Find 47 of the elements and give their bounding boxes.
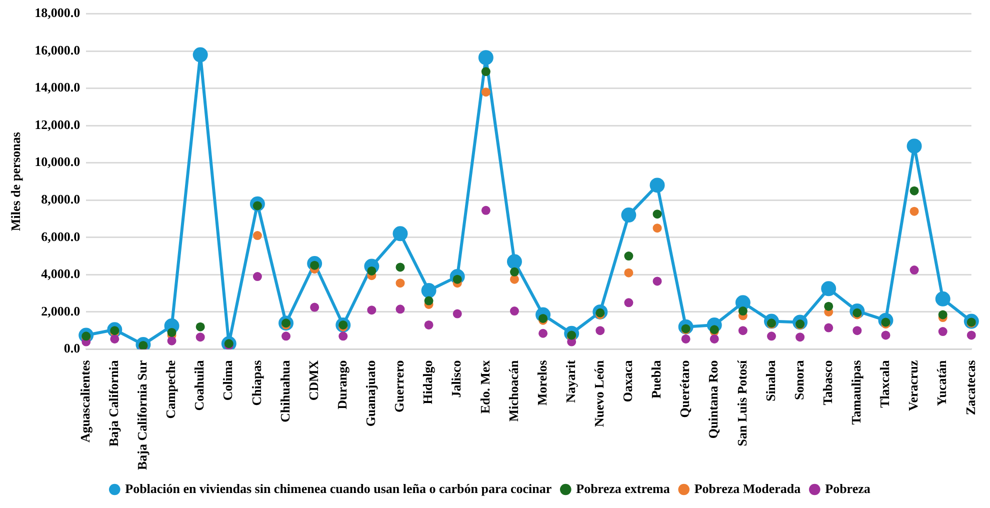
y-tick-label: 0.0	[64, 340, 80, 356]
x-tick-label: Guerrero	[392, 360, 407, 412]
x-tick-label: Puebla	[648, 360, 664, 399]
x-tick-label: Campeche	[163, 360, 178, 419]
x-tick-label: Morelos	[534, 360, 550, 406]
x-tick-label: Oaxaca	[620, 360, 636, 402]
y-tick-label: 8,000.0	[41, 192, 80, 206]
x-tick-label: Tamaulipas	[848, 360, 864, 425]
y-tick-label: 16,000.0	[34, 42, 80, 58]
y-tick-label: 6,000.0	[41, 228, 80, 244]
x-tick-label: Quintana Roo	[706, 360, 721, 439]
x-tick-label: CDMX	[306, 360, 321, 401]
x-tick-label: Colima	[220, 360, 236, 401]
x-tick-label: Nuevo León	[592, 359, 607, 428]
x-tick-label: Nayarit	[562, 360, 578, 403]
legend-label: Pobreza extrema	[576, 480, 670, 496]
x-tick-label: Veracruz	[906, 360, 921, 411]
x-tick-label: Querétaro	[677, 360, 692, 418]
x-tick-label: San Luis Potosí	[734, 360, 750, 446]
x-tick-label: Chihuahua	[277, 360, 292, 422]
x-tick-label: Michoacán	[506, 359, 521, 422]
legend-label: Pobreza	[825, 480, 871, 496]
y-axis-title: Miles de personas	[8, 132, 24, 231]
x-tick-label: Sonora	[791, 360, 806, 400]
x-tick-label: Durango	[334, 360, 350, 410]
y-tick-label: 4,000.0	[41, 266, 80, 282]
x-tick-label: Baja California Sur	[134, 360, 150, 470]
x-tick-label: Tabasco	[820, 360, 835, 406]
x-tick-label: Baja California	[106, 360, 122, 447]
x-tick-label: Tlaxcala	[877, 360, 892, 408]
x-tick-label: Edo. Mex	[477, 360, 492, 414]
legend-label: Pobreza Moderada	[694, 480, 802, 496]
y-tick-label: 12,000.0	[34, 116, 80, 132]
y-tick-label: 14,000.0	[34, 80, 80, 95]
y-tick-label: 10,000.0	[34, 154, 80, 170]
y-tick-label: 18,000.0	[34, 5, 80, 20]
legend-label: Población en viviendas sin chimenea cuando usan leña o carbón para cocinar	[125, 480, 552, 496]
x-tick-label: Guanajuato	[363, 360, 378, 427]
x-tick-label: Zacatecas	[962, 360, 978, 416]
x-tick-label: Chiapas	[248, 360, 264, 406]
x-tick-label: Aguascalientes	[77, 360, 92, 443]
x-tick-label: Yucatán	[934, 359, 950, 406]
x-tick-label: Jalisco	[448, 360, 464, 398]
y-tick-label: 2,000.0	[41, 303, 80, 318]
x-tick-label: Sinaloa	[762, 360, 778, 402]
x-tick-label: Coahuila	[192, 360, 207, 411]
x-tick-label: Hidalgo	[420, 360, 436, 404]
